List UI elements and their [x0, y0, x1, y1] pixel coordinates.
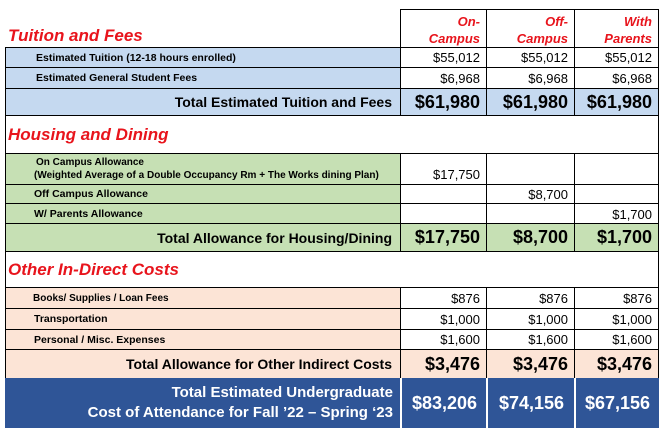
cell-transport-off: $1,000: [486, 308, 575, 330]
cell-other-total-on: $3,476: [400, 349, 487, 378]
cell-other-total-parents: $3,476: [574, 349, 659, 378]
row-label-other-total: Total Allowance for Other Indirect Costs: [5, 349, 401, 378]
cell-tuition-parents: $55,012: [574, 47, 659, 68]
cell-tuition-total-parents: $61,980: [574, 88, 659, 116]
cell-housing-total-parents: $1,700: [574, 223, 659, 252]
cell-tuition-off: $55,012: [486, 47, 575, 68]
row-label-personal: Personal / Misc. Expenses: [5, 329, 401, 350]
row-label-tuition: Estimated Tuition (12-18 hours enrolled): [5, 47, 401, 68]
row-label-fees: Estimated General Student Fees: [5, 67, 401, 89]
cell-personal-parents: $1,600: [574, 329, 659, 350]
cell-oncampus-allow-on: $17,750: [400, 153, 487, 185]
column-header-off-campus: Off- Campus: [486, 9, 575, 48]
row-label-books: Books/ Supplies / Loan Fees: [5, 287, 401, 309]
row-label-housing-total: Total Allowance for Housing/Dining: [5, 223, 401, 252]
cell-books-on: $876: [400, 287, 487, 309]
cell-personal-off: $1,600: [486, 329, 575, 350]
row-label-on-campus-allowance: On Campus Allowance (Weighted Average of…: [5, 153, 401, 185]
cell-tuition-total-on: $61,980: [400, 88, 487, 116]
cell-fees-parents: $6,968: [574, 67, 659, 89]
row-label-off-campus-allowance: Off Campus Allowance: [5, 184, 401, 204]
cell-fees-off: $6,968: [486, 67, 575, 89]
row-label-parents-allowance: W/ Parents Allowance: [5, 203, 401, 224]
cell-fees-on: $6,968: [400, 67, 487, 89]
grand-total-label: Total Estimated Undergraduate Cost of At…: [5, 378, 401, 428]
cell-books-parents: $876: [574, 287, 659, 309]
grand-total-off-campus: $74,156: [486, 378, 575, 428]
cell-housing-total-on: $17,750: [400, 223, 487, 252]
column-header-on-campus: On- Campus: [400, 9, 487, 48]
row-label-transportation: Transportation: [5, 308, 401, 330]
section-title-housing: Housing and Dining: [8, 125, 169, 144]
section-title-other: Other In-Direct Costs: [8, 260, 179, 279]
grand-total-with-parents: $67,156: [574, 378, 659, 428]
cell-other-total-off: $3,476: [486, 349, 575, 378]
cell-transport-parents: $1,000: [574, 308, 659, 330]
cell-personal-on: $1,600: [400, 329, 487, 350]
cell-parents-allow-parents: $1,700: [574, 203, 659, 224]
cell-oncampus-allow-off: [486, 153, 575, 185]
cell-transport-on: $1,000: [400, 308, 487, 330]
cell-books-off: $876: [486, 287, 575, 309]
cell-offcampus-allow-off: $8,700: [486, 184, 575, 204]
row-label-tuition-total: Total Estimated Tuition and Fees: [5, 88, 401, 116]
grand-total-on-campus: $83,206: [400, 378, 487, 428]
cell-offcampus-allow-on: [400, 184, 487, 204]
cell-tuition-on: $55,012: [400, 47, 487, 68]
cell-housing-total-off: $8,700: [486, 223, 575, 252]
cell-parents-allow-on: [400, 203, 487, 224]
cell-parents-allow-off: [486, 203, 575, 224]
section-title-tuition: Tuition and Fees: [8, 26, 143, 45]
column-header-with-parents: With Parents: [574, 9, 659, 48]
cell-offcampus-allow-parents: [574, 184, 659, 204]
cell-oncampus-allow-parents: [574, 153, 659, 185]
cell-tuition-total-off: $61,980: [486, 88, 575, 116]
